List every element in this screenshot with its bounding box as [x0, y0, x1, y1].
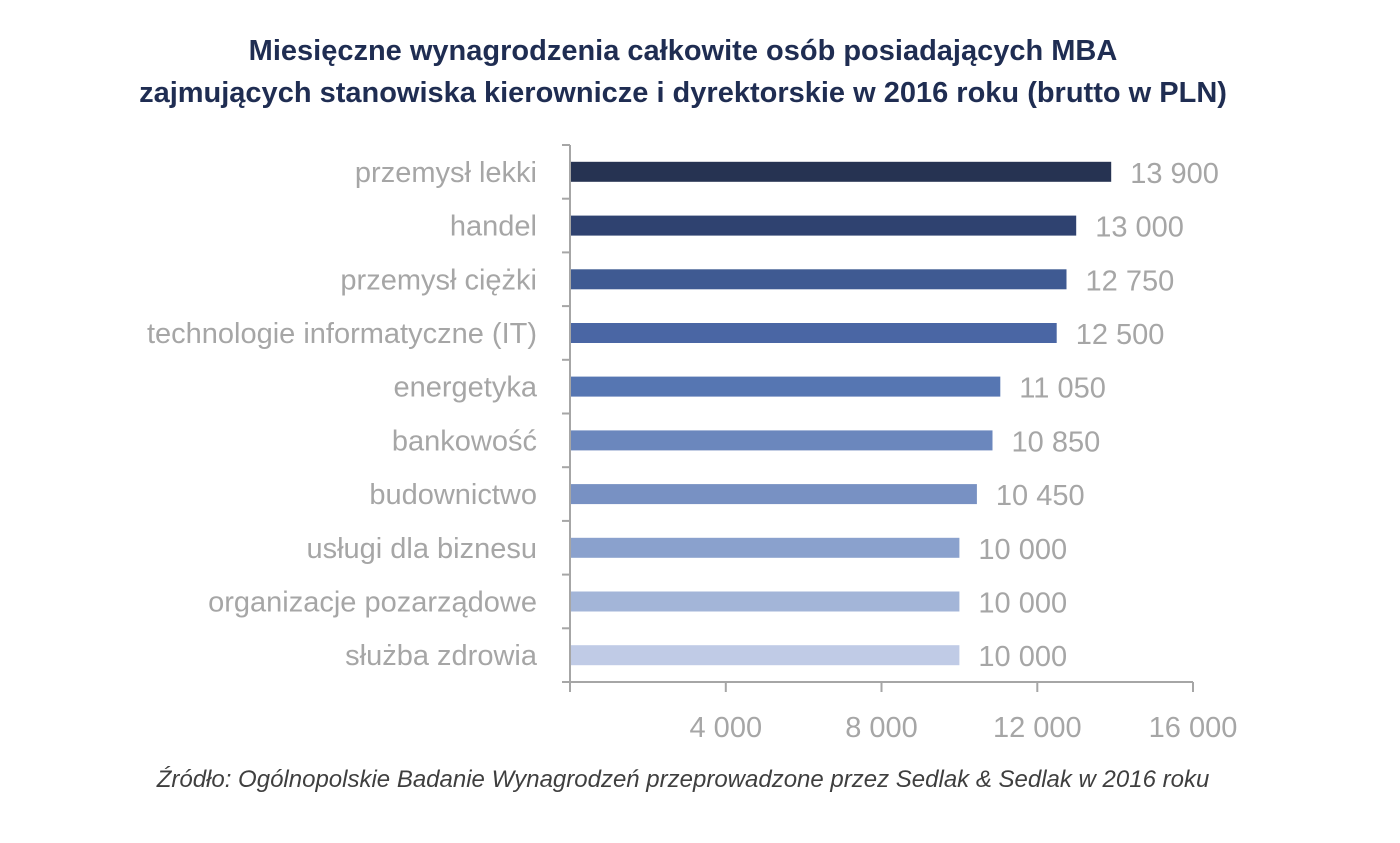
bar [570, 484, 977, 505]
x-tick-label: 16 000 [1149, 712, 1238, 744]
chart-title-line-2: zajmujących stanowiska kierownicze i dyr… [139, 77, 1227, 109]
bar [570, 537, 960, 558]
value-label: 10 000 [978, 534, 1067, 566]
bar [570, 645, 960, 666]
value-label: 11 050 [1019, 373, 1106, 405]
source-note: Źródło: Ogólnopolskie Badanie Wynagrodze… [156, 766, 1210, 793]
chart-title-line-1: Miesięczne wynagrodzenia całkowite osób … [248, 35, 1118, 67]
category-label: usługi dla biznesu [306, 533, 537, 565]
bar [570, 376, 1001, 397]
x-tick-label: 12 000 [993, 712, 1082, 744]
value-label: 10 850 [1012, 426, 1101, 458]
x-tick-label: 4 000 [690, 712, 763, 744]
value-label: 12 750 [1086, 265, 1175, 297]
value-label: 10 000 [978, 641, 1067, 673]
axis-layer [562, 144, 1194, 692]
category-label: przemysł ciężki [340, 264, 537, 296]
category-label: energetyka [394, 372, 538, 404]
value-label: 13 900 [1130, 158, 1219, 190]
category-label: przemysł lekki [355, 157, 537, 189]
chart-title: Miesięczne wynagrodzenia całkowite osób … [0, 30, 1366, 114]
category-label: organizacje pozarządowe [208, 587, 537, 619]
bars-layer [570, 161, 1112, 666]
category-label: bankowość [392, 425, 537, 457]
value-label: 12 500 [1076, 319, 1165, 351]
value-label: 13 000 [1095, 212, 1184, 244]
bar [570, 215, 1077, 236]
category-label: technologie informatyczne (IT) [147, 318, 537, 350]
value-label: 10 000 [978, 588, 1067, 620]
bar [570, 591, 960, 612]
bar [570, 269, 1067, 290]
bar [570, 323, 1057, 343]
category-label: handel [450, 211, 537, 243]
bar [570, 161, 1112, 182]
x-tick-label: 8 000 [845, 712, 918, 744]
category-label: budownictwo [369, 479, 537, 511]
labels-layer: przemysł lekki 13 900 handel 13 000 przemysł… [147, 157, 1237, 744]
bar [570, 430, 993, 451]
category-label: służba zdrowia [345, 640, 538, 672]
value-label: 10 450 [996, 480, 1085, 512]
